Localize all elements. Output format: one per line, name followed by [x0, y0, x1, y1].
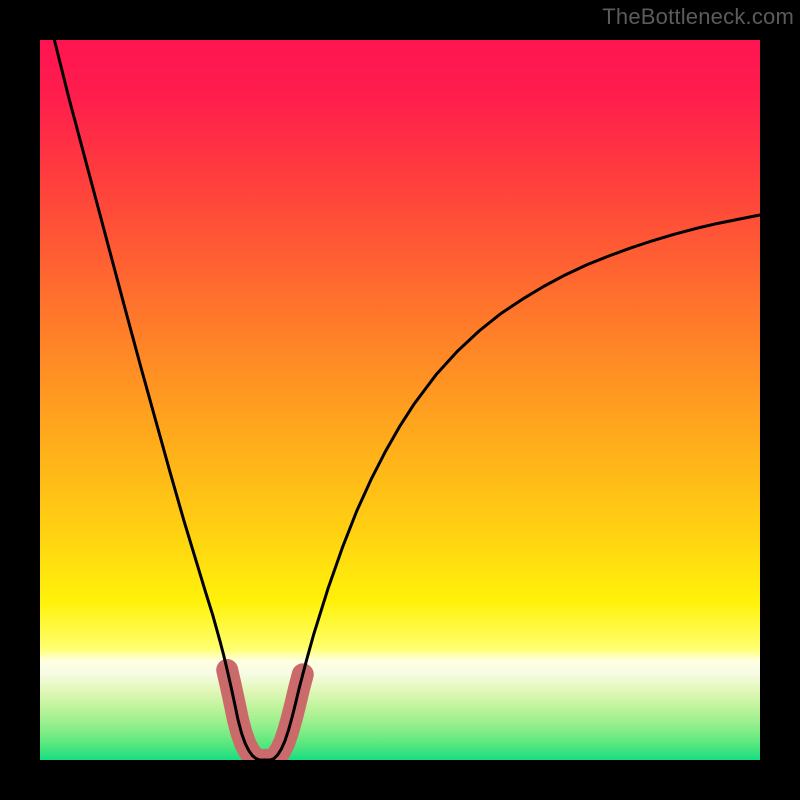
watermark-label: TheBottleneck.com — [602, 4, 794, 30]
chart-svg — [0, 0, 800, 800]
chart-gradient-bg — [40, 40, 760, 760]
chart-stage: TheBottleneck.com — [0, 0, 800, 800]
